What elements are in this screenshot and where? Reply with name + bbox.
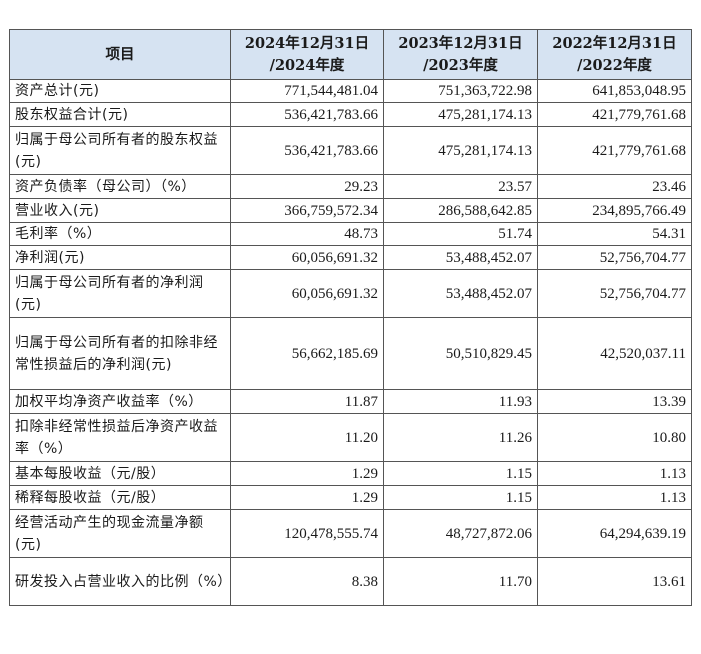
row-label: 经营活动产生的现金流量净额(元)	[9, 509, 231, 558]
value-2024: 60,056,691.32	[230, 245, 384, 270]
header-2023-year: /2023年度	[423, 56, 498, 74]
value-2022: 10.80	[537, 413, 692, 462]
header-2024-date: 2024年12月31日	[244, 34, 370, 52]
header-2023: 2023年12月31日 /2023年度	[383, 29, 538, 80]
value-2024: 60,056,691.32	[230, 269, 384, 318]
value-2024: 8.38	[230, 557, 384, 606]
value-2024: 29.23	[230, 174, 384, 199]
row-label: 研发投入占营业收入的比例（%）	[9, 557, 231, 606]
value-2023: 11.93	[383, 389, 538, 414]
header-2024: 2024年12月31日 /2024年度	[230, 29, 384, 80]
table-row: 加权平均净资产收益率（%） 11.87 11.93 13.39	[9, 389, 692, 414]
value-2022: 52,756,704.77	[537, 245, 692, 270]
value-2024: 56,662,185.69	[230, 317, 384, 390]
value-2023: 1.15	[383, 485, 538, 510]
value-2022: 421,779,761.68	[537, 126, 692, 175]
value-2023: 1.15	[383, 461, 538, 486]
table-row: 归属于母公司所有者的扣除非经常性损益后的净利润(元) 56,662,185.69…	[9, 317, 692, 390]
row-label: 净利润(元)	[9, 245, 231, 270]
header-2024-year: /2024年度	[269, 56, 345, 74]
value-2022: 54.31	[537, 222, 692, 246]
value-2022: 42,520,037.11	[537, 317, 692, 390]
value-2024: 536,421,783.66	[230, 102, 384, 127]
row-label: 营业收入(元)	[9, 198, 231, 223]
table-row: 归属于母公司所有者的净利润(元) 60,056,691.32 53,488,45…	[9, 269, 692, 318]
value-2022: 234,895,766.49	[537, 198, 692, 223]
value-2022: 13.61	[537, 557, 692, 606]
table-row: 净利润(元) 60,056,691.32 53,488,452.07 52,75…	[9, 245, 692, 270]
table-row: 经营活动产生的现金流量净额(元) 120,478,555.74 48,727,8…	[9, 509, 692, 558]
value-2023: 11.26	[383, 413, 538, 462]
table-row: 股东权益合计(元) 536,421,783.66 475,281,174.13 …	[9, 102, 692, 127]
value-2023: 23.57	[383, 174, 538, 199]
table-row: 扣除非经常性损益后净资产收益率（%） 11.20 11.26 10.80	[9, 413, 692, 462]
value-2022: 13.39	[537, 389, 692, 414]
row-label: 归属于母公司所有者的扣除非经常性损益后的净利润(元)	[9, 317, 231, 390]
row-label: 归属于母公司所有者的股东权益(元)	[9, 126, 231, 175]
value-2022: 52,756,704.77	[537, 269, 692, 318]
value-2023: 751,363,722.98	[383, 79, 538, 103]
table-row: 研发投入占营业收入的比例（%） 8.38 11.70 13.61	[9, 557, 692, 606]
value-2023: 51.74	[383, 222, 538, 246]
value-2024: 48.73	[230, 222, 384, 246]
value-2023: 53,488,452.07	[383, 245, 538, 270]
value-2022: 641,853,048.95	[537, 79, 692, 103]
value-2024: 1.29	[230, 485, 384, 510]
value-2022: 1.13	[537, 461, 692, 486]
financial-indicators-table: 项目 2024年12月31日 /2024年度 2023年12月31日 /2023…	[9, 29, 692, 606]
header-2023-date: 2023年12月31日	[398, 34, 523, 52]
value-2023: 53,488,452.07	[383, 269, 538, 318]
value-2023: 48,727,872.06	[383, 509, 538, 558]
value-2024: 771,544,481.04	[230, 79, 384, 103]
value-2024: 536,421,783.66	[230, 126, 384, 175]
value-2022: 1.13	[537, 485, 692, 510]
row-label: 归属于母公司所有者的净利润(元)	[9, 269, 231, 318]
header-item: 项目	[9, 29, 231, 80]
value-2023: 11.70	[383, 557, 538, 606]
value-2024: 366,759,572.34	[230, 198, 384, 223]
row-label: 基本每股收益（元/股）	[9, 461, 231, 486]
table-row: 营业收入(元) 366,759,572.34 286,588,642.85 23…	[9, 198, 692, 223]
value-2023: 475,281,174.13	[383, 126, 538, 175]
value-2022: 64,294,639.19	[537, 509, 692, 558]
value-2022: 23.46	[537, 174, 692, 199]
table-row: 基本每股收益（元/股） 1.29 1.15 1.13	[9, 461, 692, 486]
value-2024: 11.87	[230, 389, 384, 414]
table-row: 毛利率（%） 48.73 51.74 54.31	[9, 222, 692, 246]
table-row: 资产总计(元) 771,544,481.04 751,363,722.98 64…	[9, 79, 692, 103]
row-label: 资产负债率（母公司）（%）	[9, 174, 231, 199]
header-2022-year: /2022年度	[577, 56, 652, 74]
table-header-row: 项目 2024年12月31日 /2024年度 2023年12月31日 /2023…	[9, 29, 692, 80]
value-2023: 286,588,642.85	[383, 198, 538, 223]
row-label: 扣除非经常性损益后净资产收益率（%）	[9, 413, 231, 462]
value-2024: 120,478,555.74	[230, 509, 384, 558]
value-2024: 1.29	[230, 461, 384, 486]
row-label: 稀释每股收益（元/股）	[9, 485, 231, 510]
table-row: 归属于母公司所有者的股东权益(元) 536,421,783.66 475,281…	[9, 126, 692, 175]
value-2024: 11.20	[230, 413, 384, 462]
row-label: 毛利率（%）	[9, 222, 231, 246]
header-2022-date: 2022年12月31日	[552, 34, 677, 52]
header-2022: 2022年12月31日 /2022年度	[537, 29, 692, 80]
row-label: 股东权益合计(元)	[9, 102, 231, 127]
value-2023: 50,510,829.45	[383, 317, 538, 390]
value-2023: 475,281,174.13	[383, 102, 538, 127]
value-2022: 421,779,761.68	[537, 102, 692, 127]
table-row: 稀释每股收益（元/股） 1.29 1.15 1.13	[9, 485, 692, 510]
row-label: 资产总计(元)	[9, 79, 231, 103]
table-row: 资产负债率（母公司）（%） 29.23 23.57 23.46	[9, 174, 692, 199]
row-label: 加权平均净资产收益率（%）	[9, 389, 231, 414]
